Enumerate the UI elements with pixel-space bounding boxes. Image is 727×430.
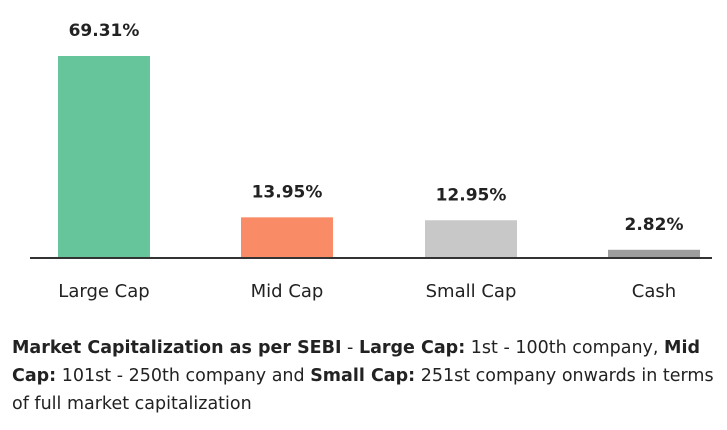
value-label-cash: 2.82% <box>625 215 684 235</box>
bar-large-cap <box>58 56 150 258</box>
note-large-cap-text: 1st - 100th company, <box>465 338 665 358</box>
value-label-large-cap: 69.31% <box>69 21 140 41</box>
value-label-small-cap: 12.95% <box>436 185 507 205</box>
category-label-large-cap: Large Cap <box>58 281 149 302</box>
note-separator: - <box>341 338 359 358</box>
value-labels-group: 69.31% 13.95% 12.95% 2.82% <box>69 21 684 235</box>
value-label-mid-cap: 13.95% <box>252 182 323 202</box>
note-small-cap-label: Small Cap: <box>310 366 416 386</box>
note-mid-cap-text: 101st - 250th company and <box>56 366 311 386</box>
note-small-cap-text: 251st company onwards in terms of full m… <box>12 366 714 414</box>
category-label-small-cap: Small Cap <box>426 281 517 302</box>
category-label-mid-cap: Mid Cap <box>251 281 324 302</box>
note-mid-cap-label: Mid Cap: <box>12 338 700 386</box>
market-cap-note: Market Capitalization as per SEBI - Larg… <box>12 334 717 418</box>
bars-group <box>58 56 700 258</box>
bar-chart: 69.31% 13.95% 12.95% 2.82% Large Cap Mid Cap… <box>30 21 712 302</box>
note-large-cap-label: Large Cap: <box>358 338 466 358</box>
category-label-cash: Cash <box>632 281 676 302</box>
bar-cash <box>608 249 700 258</box>
note-title: Market Capitalization as per SEBI <box>12 338 342 358</box>
category-labels-group: Large Cap Mid Cap Small Cap Cash <box>58 281 676 302</box>
bar-small-cap <box>425 220 517 258</box>
bar-mid-cap <box>241 217 333 258</box>
